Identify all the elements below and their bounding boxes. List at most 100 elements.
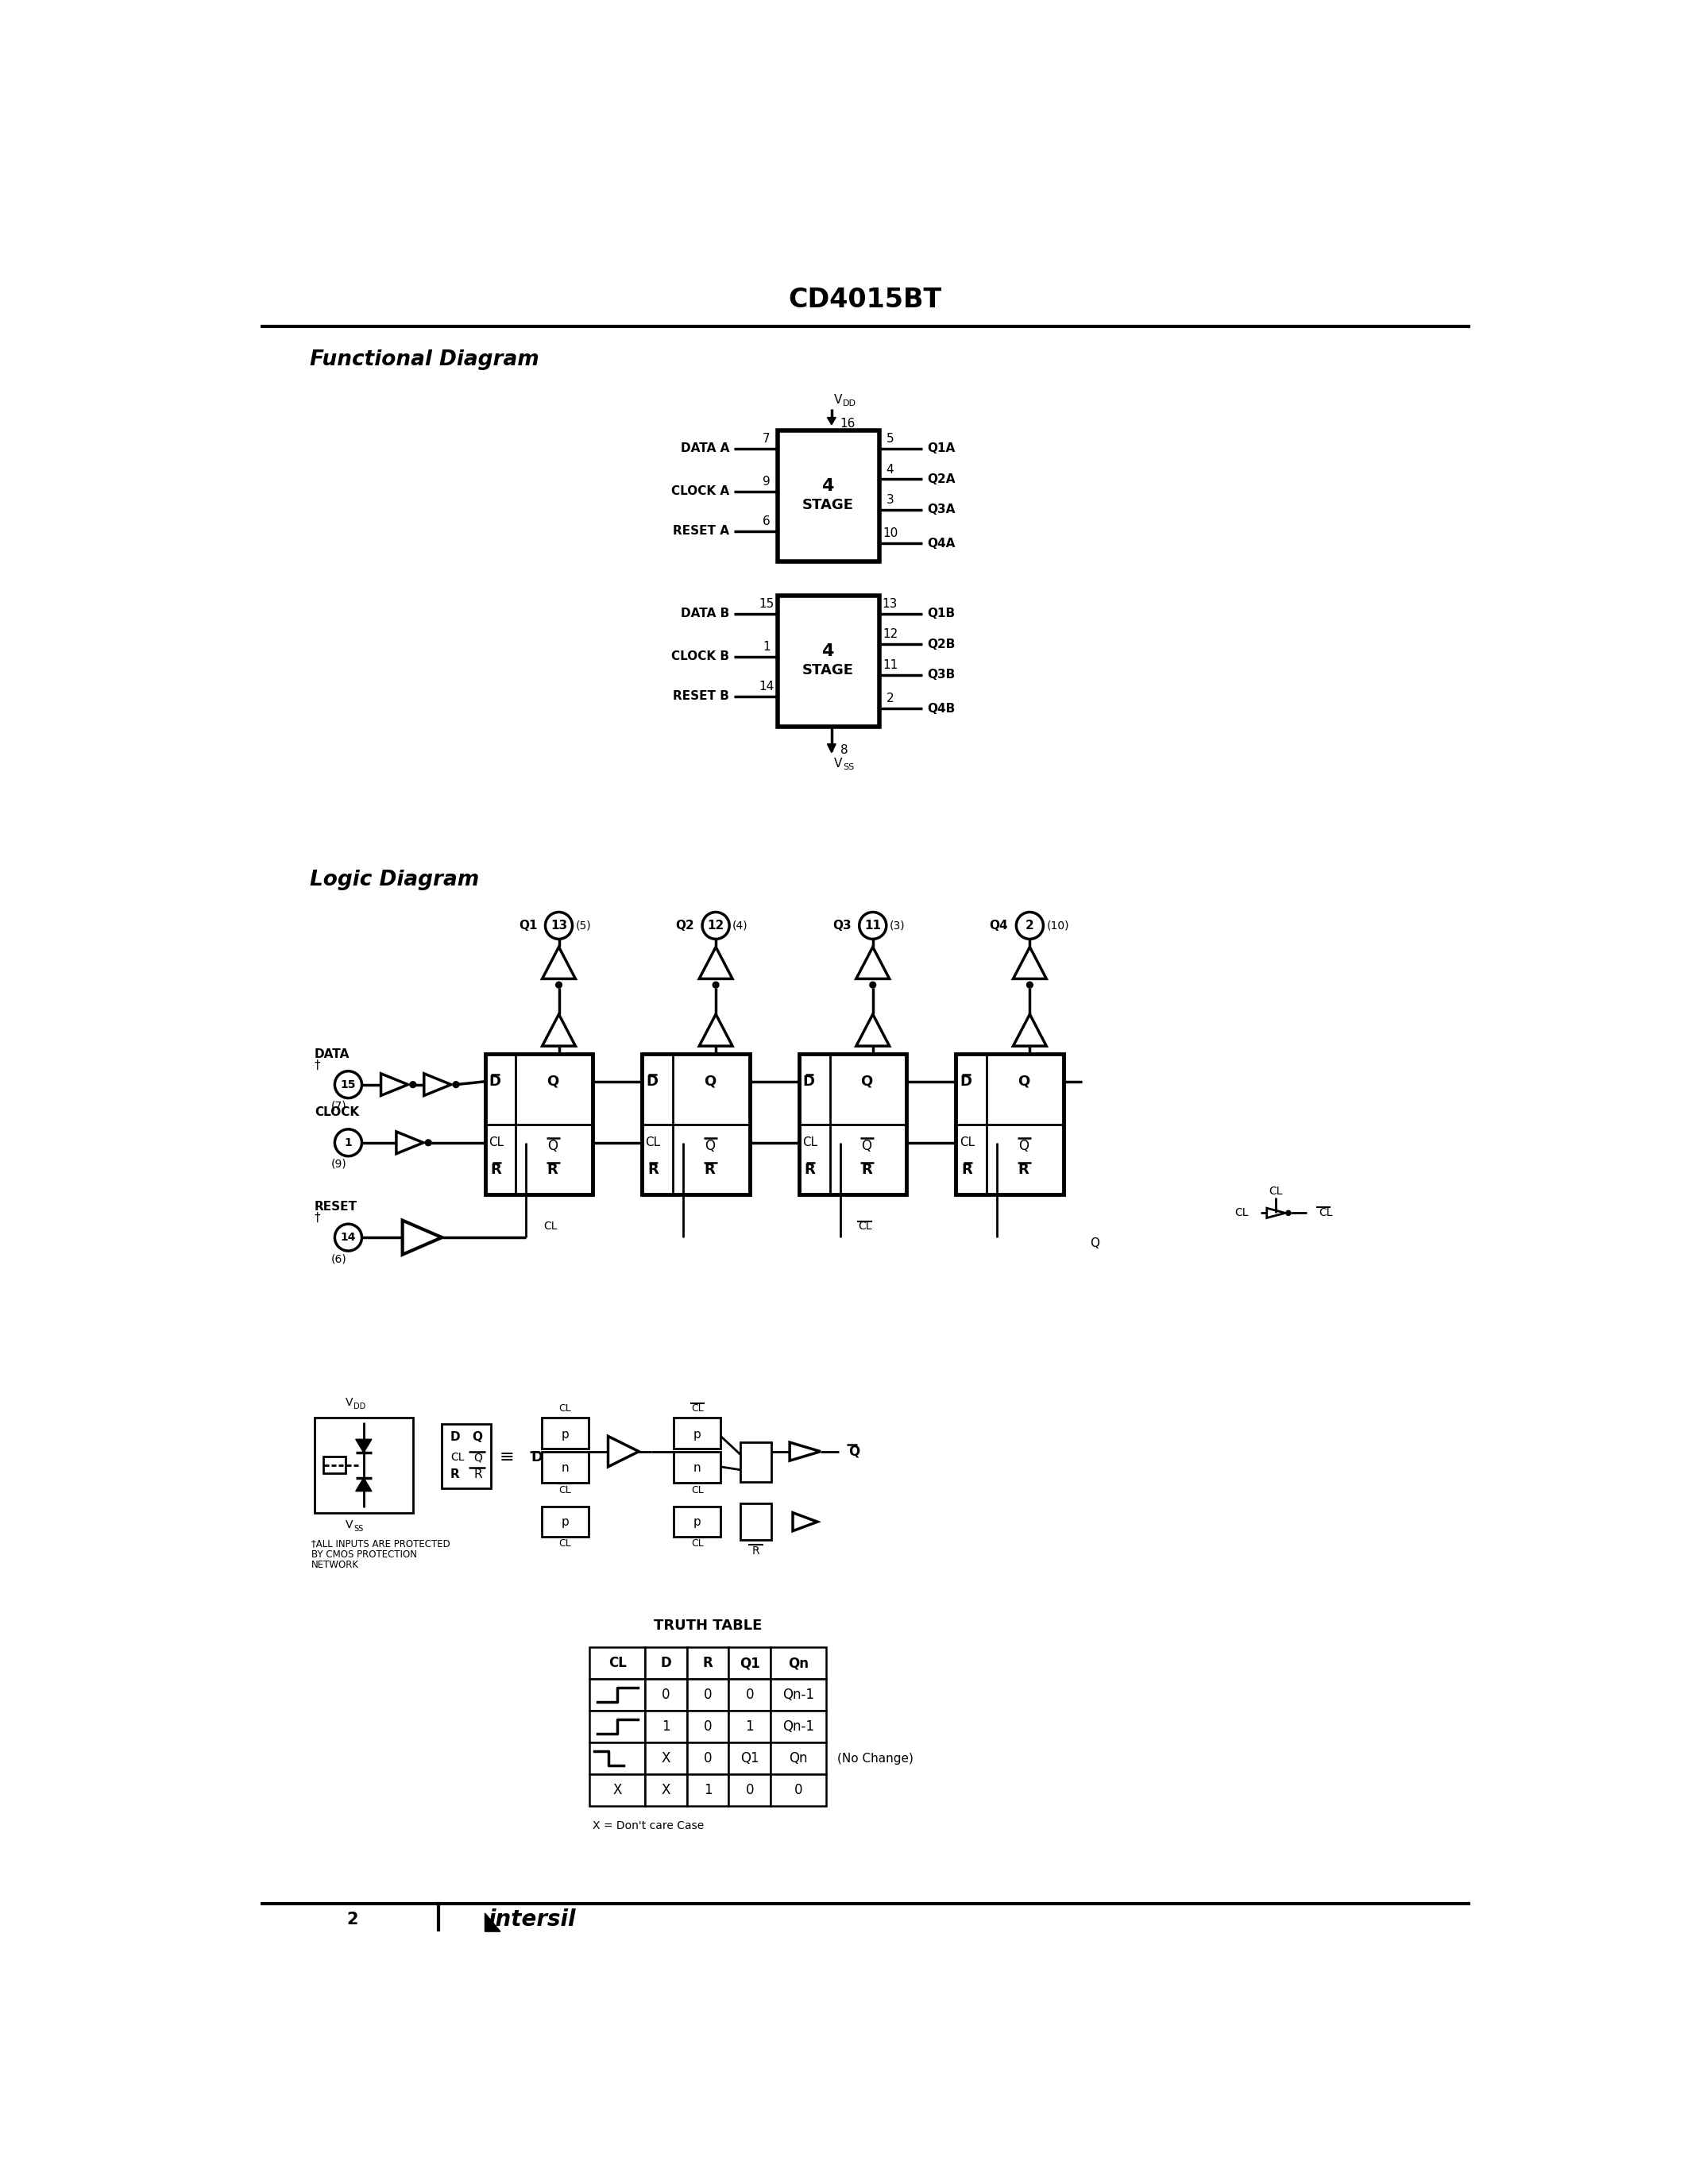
Text: (4): (4) bbox=[733, 919, 748, 930]
Text: D: D bbox=[960, 1075, 972, 1088]
Bar bbox=[645, 1710, 687, 1743]
Text: 4: 4 bbox=[822, 642, 834, 660]
Text: R: R bbox=[861, 1164, 873, 1177]
Text: Logic Diagram: Logic Diagram bbox=[309, 869, 479, 891]
Text: n: n bbox=[560, 1461, 569, 1474]
Bar bbox=[771, 1647, 825, 1679]
Text: CL: CL bbox=[645, 1136, 660, 1149]
Polygon shape bbox=[356, 1439, 371, 1452]
Text: Q: Q bbox=[1018, 1075, 1030, 1088]
Text: Qn: Qn bbox=[788, 1752, 807, 1765]
Text: RESET B: RESET B bbox=[674, 690, 729, 703]
Text: R: R bbox=[547, 1164, 559, 1177]
Text: Q3A: Q3A bbox=[927, 505, 955, 515]
Text: SS: SS bbox=[842, 762, 854, 771]
Text: †: † bbox=[314, 1212, 321, 1223]
Text: R: R bbox=[704, 1164, 716, 1177]
Text: V: V bbox=[346, 1520, 353, 1531]
Text: 1: 1 bbox=[662, 1719, 670, 1734]
Text: 0: 0 bbox=[704, 1719, 712, 1734]
Bar bbox=[645, 1647, 687, 1679]
Polygon shape bbox=[827, 745, 836, 753]
Bar bbox=[641, 1055, 749, 1195]
Text: CL: CL bbox=[559, 1485, 571, 1496]
Text: 15: 15 bbox=[341, 1079, 356, 1090]
Text: 16: 16 bbox=[841, 417, 856, 430]
Text: D: D bbox=[803, 1075, 815, 1088]
Text: D: D bbox=[532, 1450, 544, 1465]
Text: 2: 2 bbox=[346, 1911, 358, 1926]
Text: Q1B: Q1B bbox=[927, 607, 955, 620]
Text: D: D bbox=[490, 1075, 501, 1088]
Bar bbox=[589, 1647, 645, 1679]
Circle shape bbox=[869, 983, 876, 987]
Text: 2: 2 bbox=[886, 692, 895, 705]
Circle shape bbox=[425, 1140, 432, 1147]
Bar bbox=[955, 1055, 1063, 1195]
Text: 2: 2 bbox=[1026, 919, 1035, 933]
Text: Q: Q bbox=[704, 1075, 716, 1088]
Text: Q: Q bbox=[1090, 1238, 1099, 1249]
Text: 4: 4 bbox=[886, 463, 895, 476]
Text: Q: Q bbox=[473, 1431, 483, 1444]
Text: Q1: Q1 bbox=[518, 919, 537, 933]
Text: R: R bbox=[805, 1164, 815, 1177]
Text: 14: 14 bbox=[341, 1232, 356, 1243]
Text: CL: CL bbox=[559, 1404, 571, 1413]
Text: R: R bbox=[491, 1164, 501, 1177]
Text: DATA B: DATA B bbox=[680, 607, 729, 620]
Text: RESET A: RESET A bbox=[674, 524, 729, 537]
Text: Q2A: Q2A bbox=[927, 474, 955, 485]
Text: Q: Q bbox=[474, 1452, 483, 1463]
Bar bbox=[729, 1647, 771, 1679]
Text: R: R bbox=[1018, 1164, 1030, 1177]
Text: intersil: intersil bbox=[488, 1909, 576, 1931]
Text: Q: Q bbox=[547, 1138, 557, 1153]
Text: 0: 0 bbox=[704, 1752, 712, 1765]
Bar bbox=[542, 1452, 589, 1483]
Bar bbox=[674, 1452, 721, 1483]
Text: 11: 11 bbox=[883, 660, 898, 670]
Text: D: D bbox=[647, 1075, 658, 1088]
Text: DD: DD bbox=[354, 1402, 366, 1411]
Text: (7): (7) bbox=[331, 1101, 346, 1112]
Text: CLOCK B: CLOCK B bbox=[672, 651, 729, 662]
Text: Q: Q bbox=[547, 1075, 559, 1088]
Bar bbox=[798, 1055, 906, 1195]
Text: NETWORK: NETWORK bbox=[311, 1559, 360, 1570]
Text: 7: 7 bbox=[763, 432, 770, 446]
Text: Functional Diagram: Functional Diagram bbox=[309, 349, 538, 371]
Text: R: R bbox=[648, 1164, 658, 1177]
Text: X: X bbox=[613, 1782, 621, 1797]
Text: 0: 0 bbox=[704, 1688, 712, 1701]
Text: 0: 0 bbox=[662, 1688, 670, 1701]
Text: TRUTH TABLE: TRUTH TABLE bbox=[653, 1618, 761, 1634]
Text: (No Change): (No Change) bbox=[837, 1752, 913, 1765]
Bar bbox=[484, 1055, 592, 1195]
Polygon shape bbox=[484, 1913, 500, 1931]
Text: Q3B: Q3B bbox=[927, 668, 955, 681]
Bar bbox=[442, 1424, 491, 1487]
Text: Q: Q bbox=[704, 1138, 714, 1153]
Text: Q4B: Q4B bbox=[927, 703, 955, 714]
Text: STAGE: STAGE bbox=[802, 498, 854, 513]
Bar bbox=[542, 1507, 589, 1538]
Text: Q: Q bbox=[861, 1075, 873, 1088]
Bar bbox=[771, 1679, 825, 1710]
Text: 10: 10 bbox=[883, 529, 898, 539]
Text: Qn-1: Qn-1 bbox=[783, 1688, 814, 1701]
Text: 1: 1 bbox=[344, 1138, 353, 1149]
Text: Q: Q bbox=[1018, 1138, 1028, 1153]
Text: CL: CL bbox=[959, 1136, 974, 1149]
Bar bbox=[729, 1773, 771, 1806]
Text: CL: CL bbox=[690, 1538, 704, 1548]
Text: 15: 15 bbox=[758, 598, 773, 609]
Text: V: V bbox=[834, 393, 842, 406]
Text: CL: CL bbox=[690, 1404, 704, 1413]
Text: ≡: ≡ bbox=[500, 1450, 513, 1465]
Bar bbox=[645, 1679, 687, 1710]
Text: Qn-1: Qn-1 bbox=[783, 1719, 814, 1734]
Text: 6: 6 bbox=[763, 515, 770, 526]
Text: D: D bbox=[660, 1655, 672, 1671]
Circle shape bbox=[712, 983, 719, 987]
